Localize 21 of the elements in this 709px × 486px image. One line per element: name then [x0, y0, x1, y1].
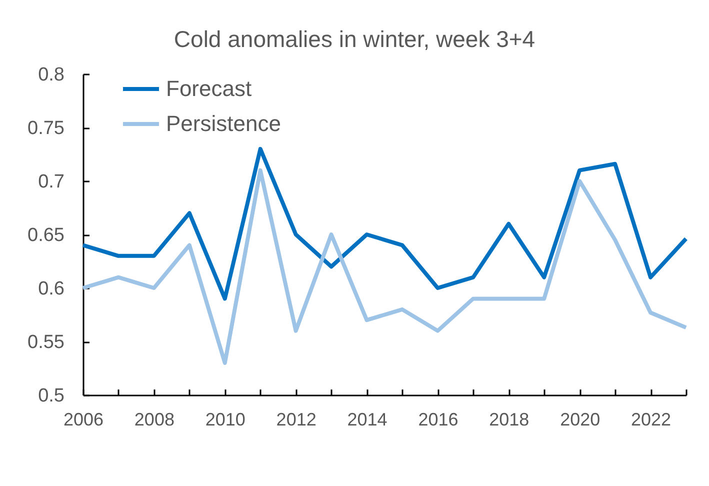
- x-tick-label: 2018: [489, 410, 530, 430]
- y-tick-label: 0.55: [28, 332, 64, 353]
- x-tick-label: 2006: [63, 410, 104, 430]
- y-tick-label: 0.8: [38, 64, 64, 86]
- line-series: [81, 146, 688, 301]
- y-tick-label: 0.75: [28, 118, 64, 139]
- chart-title: Cold anomalies in winter, week 3+4: [174, 26, 536, 52]
- x-tick-label: 2012: [276, 410, 316, 430]
- y-tick-label: 0.6: [38, 278, 64, 300]
- x-tick-label: 2008: [134, 410, 174, 430]
- legend-label: Persistence: [166, 111, 281, 136]
- x-tick-label: 2010: [205, 410, 246, 430]
- x-tick-label: 2014: [347, 410, 388, 430]
- y-tick-label: 0.7: [38, 172, 64, 192]
- x-tick-label: 2022: [631, 410, 672, 430]
- y-tick-label: 0.65: [28, 225, 64, 246]
- line-series: [81, 168, 688, 365]
- legend-label: Forecast: [166, 76, 252, 101]
- x-tick-label: 2020: [560, 410, 600, 430]
- x-tick-label: 2016: [418, 410, 458, 430]
- y-tick-label: 0.5: [38, 386, 64, 406]
